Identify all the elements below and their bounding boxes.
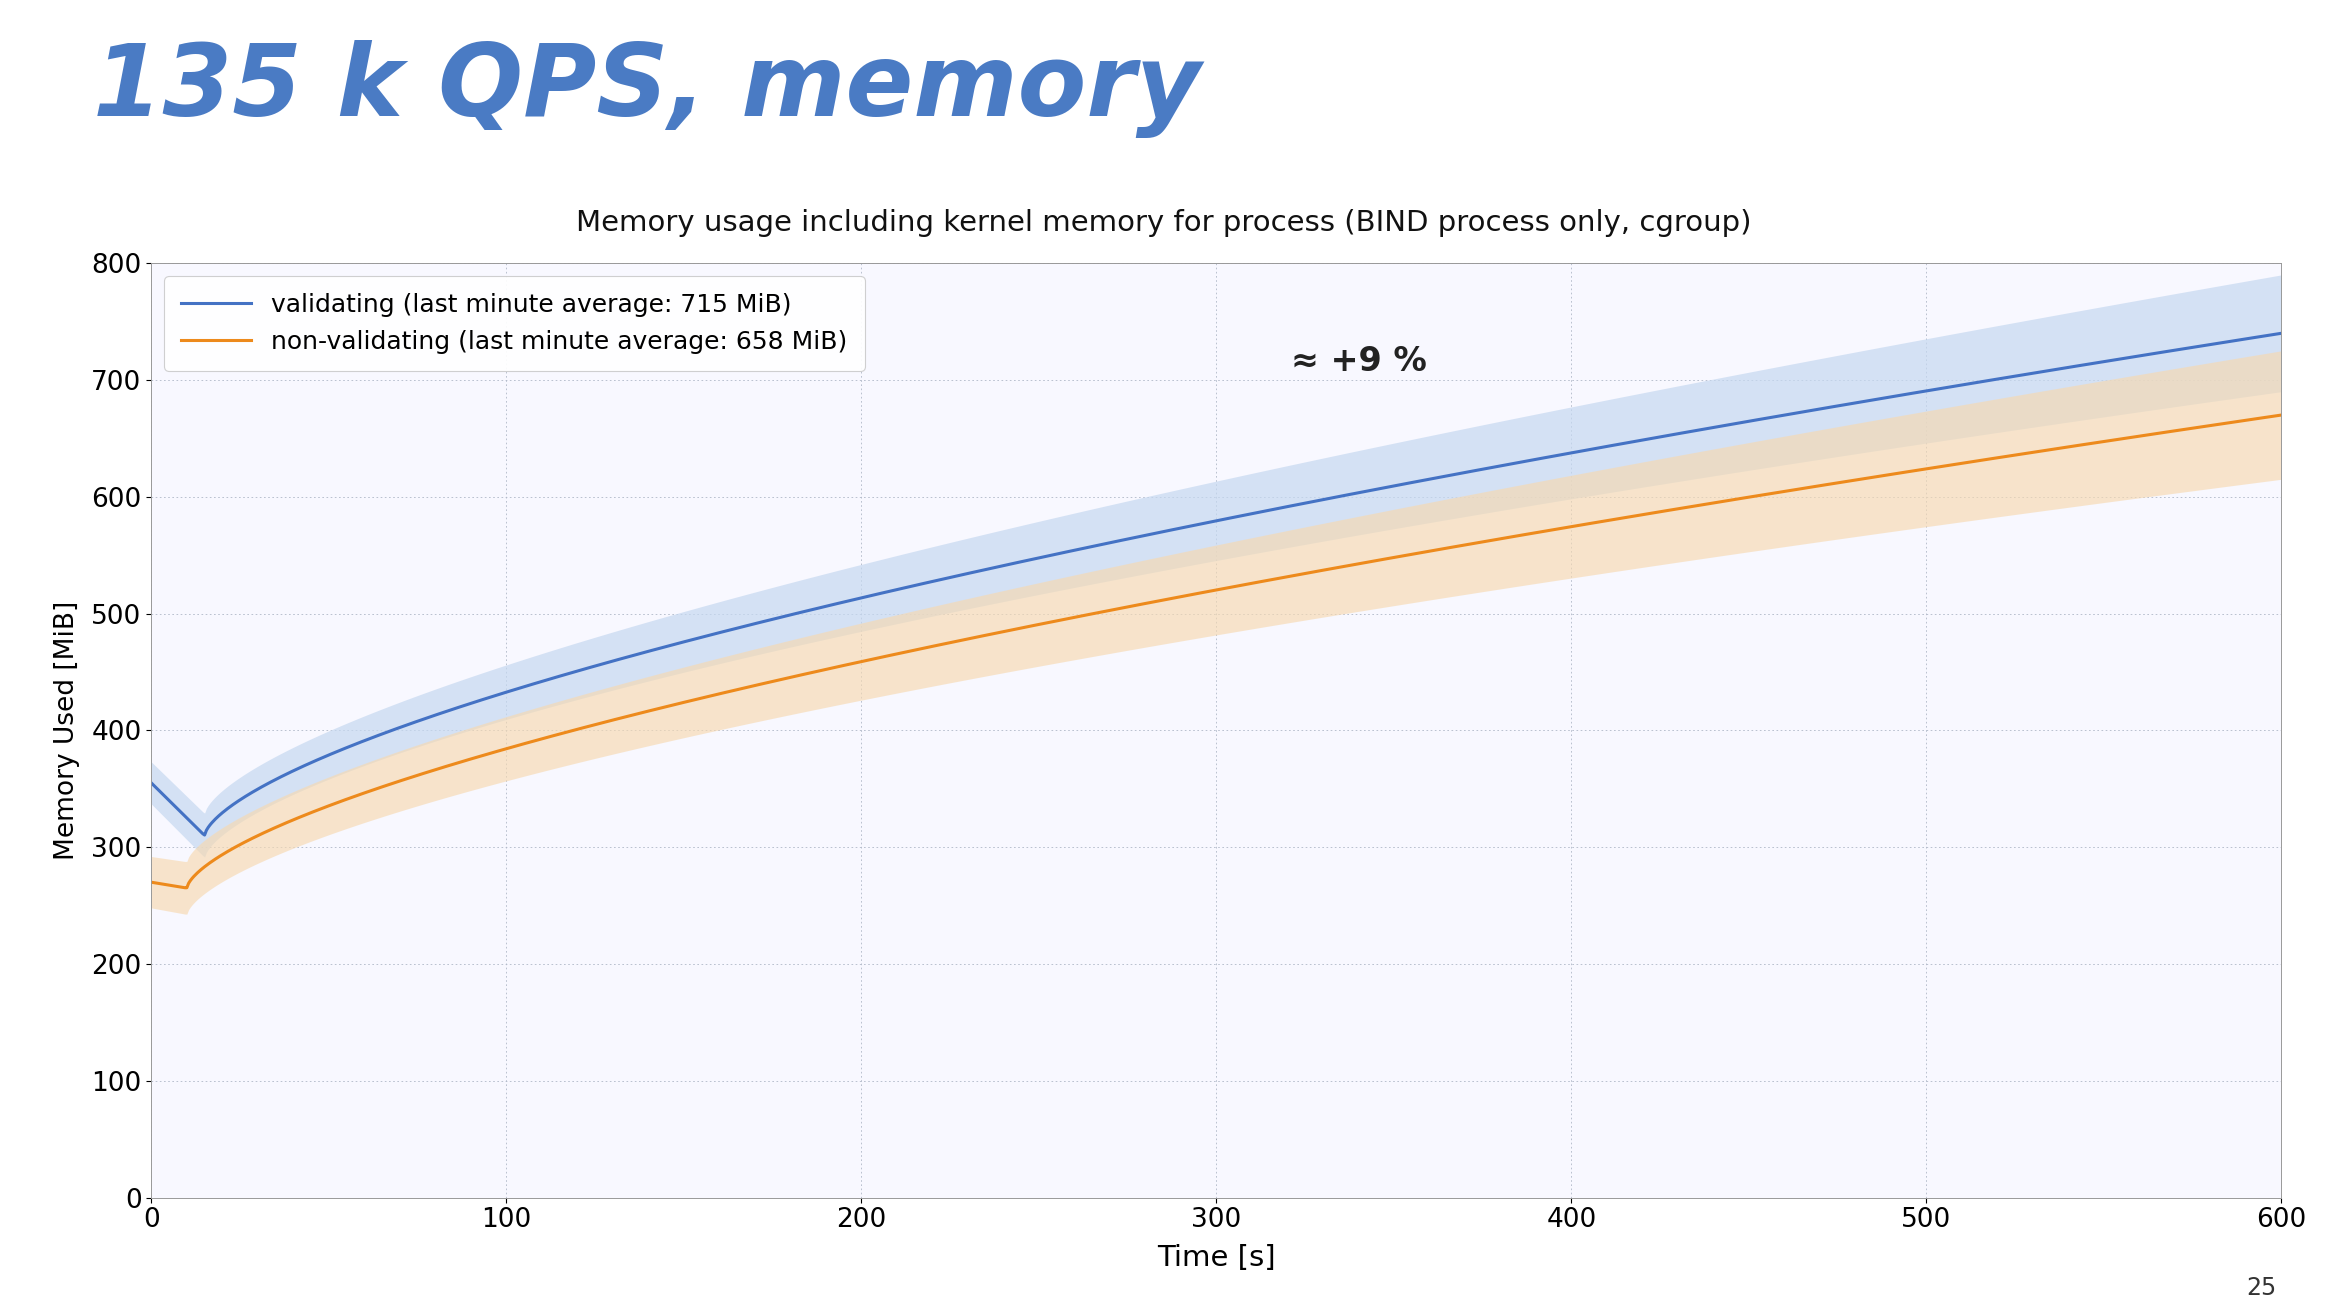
Y-axis label: Memory Used [MiB]: Memory Used [MiB] [54,601,79,859]
Legend: validating (last minute average: 715 MiB), non-validating (last minute average: : validating (last minute average: 715 MiB… [163,275,866,371]
Text: 25: 25 [2247,1277,2277,1300]
non-validating (last minute average: 658 MiB): (261, 497): 658 MiB): (261, 497) [1064,609,1092,625]
Line: validating (last minute average: 715 MiB): validating (last minute average: 715 MiB… [151,333,2281,836]
Text: ≈ +9 %: ≈ +9 % [1292,345,1427,378]
validating (last minute average: 715 MiB): (316, 589): 715 MiB): (316, 589) [1259,501,1287,517]
non-validating (last minute average: 658 MiB): (203, 461): 658 MiB): (203, 461) [857,651,885,667]
non-validating (last minute average: 658 MiB): (9.51, 265): 658 MiB): (9.51, 265) [170,880,198,896]
non-validating (last minute average: 658 MiB): (0, 270): 658 MiB): (0, 270) [137,874,165,890]
validating (last minute average: 715 MiB): (600, 740): 715 MiB): (600, 740) [2267,325,2295,341]
Text: Memory usage including kernel memory for process (BIND process only, cgroup): Memory usage including kernel memory for… [577,209,1751,237]
validating (last minute average: 715 MiB): (0, 355): 715 MiB): (0, 355) [137,775,165,791]
Text: 135 k QPS, memory: 135 k QPS, memory [93,41,1201,138]
validating (last minute average: 715 MiB): (80.1, 413): 715 MiB): (80.1, 413) [421,707,449,722]
non-validating (last minute average: 658 MiB): (102, 386): 658 MiB): (102, 386) [498,740,526,755]
non-validating (last minute average: 658 MiB): (600, 670): 658 MiB): (600, 670) [2267,407,2295,422]
non-validating (last minute average: 658 MiB): (316, 529): 658 MiB): (316, 529) [1259,571,1287,587]
validating (last minute average: 715 MiB): (203, 515): 715 MiB): (203, 515) [857,588,885,604]
validating (last minute average: 715 MiB): (261, 555): 715 MiB): (261, 555) [1064,542,1092,558]
validating (last minute average: 715 MiB): (328, 597): 715 MiB): (328, 597) [1304,494,1332,509]
non-validating (last minute average: 658 MiB): (80.1, 366): 658 MiB): (80.1, 366) [421,762,449,778]
X-axis label: Time [s]: Time [s] [1157,1245,1276,1273]
Line: non-validating (last minute average: 658 MiB): non-validating (last minute average: 658… [151,415,2281,888]
non-validating (last minute average: 658 MiB): (328, 536): 658 MiB): (328, 536) [1304,563,1332,579]
validating (last minute average: 715 MiB): (102, 434): 715 MiB): (102, 434) [498,683,526,699]
validating (last minute average: 715 MiB): (15, 310): 715 MiB): (15, 310) [191,828,219,844]
